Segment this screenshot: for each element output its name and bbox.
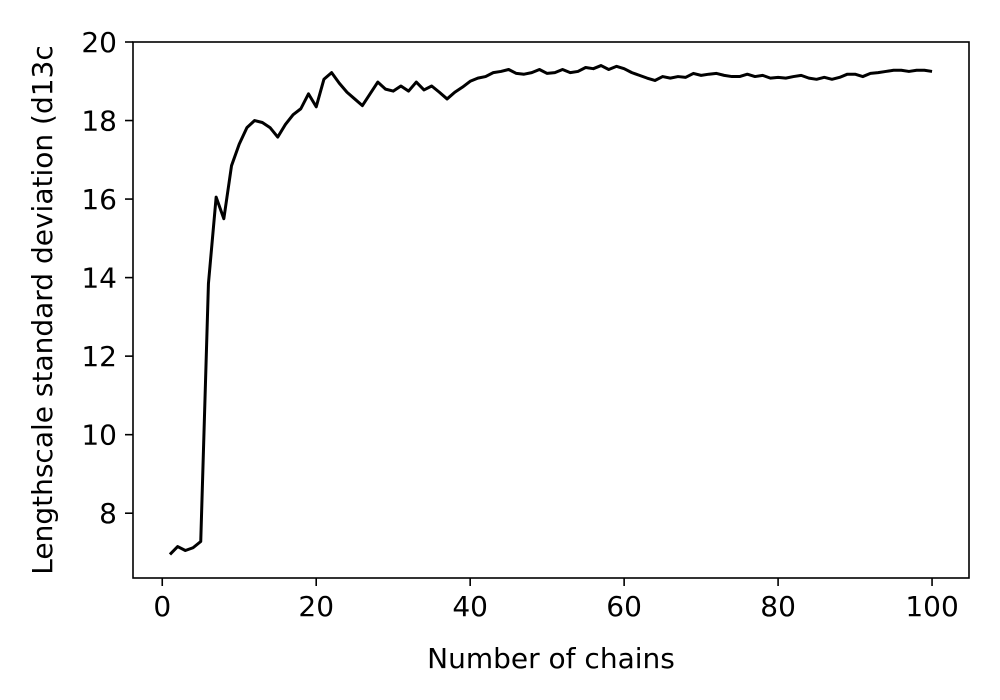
y-tick-label: 18	[81, 105, 117, 138]
x-axis-ticks: 0 20 40 60 80 100	[153, 578, 959, 623]
x-tick-label: 100	[905, 590, 958, 623]
y-tick-label: 16	[81, 183, 117, 216]
y-tick-label: 20	[81, 26, 117, 59]
y-axis-label: Lengthscale standard deviation (d13c	[26, 45, 59, 574]
x-tick-label: 80	[760, 590, 796, 623]
plot-frame	[132, 41, 970, 579]
x-axis-label: Number of chains	[427, 642, 675, 675]
series-line-0	[168, 64, 933, 556]
x-tick-label: 60	[606, 590, 642, 623]
y-tick-label: 12	[81, 340, 117, 373]
x-tick-label: 0	[153, 590, 171, 623]
y-tick-label: 14	[81, 262, 117, 295]
y-tick-label: 10	[81, 419, 117, 452]
x-tick-label: 40	[452, 590, 488, 623]
plot-area	[168, 64, 933, 556]
y-axis-ticks: 8 10 12 14 16 18 20	[81, 26, 133, 530]
y-tick-label: 8	[99, 497, 117, 530]
x-tick-label: 20	[298, 590, 334, 623]
